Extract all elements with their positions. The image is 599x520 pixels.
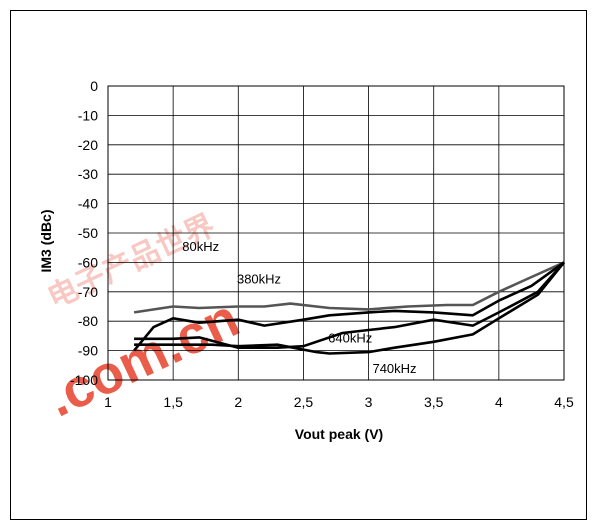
y-tick-label: -10 <box>78 107 98 123</box>
series-label-380khz: 380kHz <box>237 272 281 287</box>
y-tick-label: -50 <box>78 225 98 241</box>
x-tick-label: 3,5 <box>424 394 444 410</box>
y-tick-label: -20 <box>78 137 98 153</box>
x-tick-label: 1,5 <box>163 394 183 410</box>
series-line-640khz <box>134 261 565 350</box>
x-tick-label: 4 <box>495 394 503 410</box>
series-layer <box>133 261 566 355</box>
x-tick-labels: 1 1,5 2 2,5 3 3,5 4 4,5 <box>104 394 574 410</box>
series-labels: 80kHz 380kHz 640kHz 740kHz <box>182 239 416 376</box>
y-tick-label: -70 <box>78 284 98 300</box>
y-tick-label: -90 <box>78 343 98 359</box>
y-tick-label: -60 <box>78 254 98 270</box>
x-tick-label: 2 <box>234 394 242 410</box>
series-line-80khz <box>133 261 565 314</box>
series-label-740khz: 740kHz <box>372 361 416 376</box>
y-tick-label: -40 <box>78 196 98 212</box>
y-tick-label: -100 <box>70 372 98 388</box>
watermark-cjk: 电子产品世界 <box>42 208 220 316</box>
grid <box>107 85 565 381</box>
x-tick-label: 3 <box>365 394 373 410</box>
series-line-380khz <box>133 261 565 352</box>
x-tick-label: 4,5 <box>554 394 574 410</box>
y-tick-label: 0 <box>90 78 98 94</box>
x-tick-label: 1 <box>104 394 112 410</box>
y-tick-label: -30 <box>78 166 98 182</box>
x-axis-title: Vout peak (V) <box>295 426 383 442</box>
y-tick-labels: 0 -10 -20 -30 -40 -50 -60 -70 -80 -90 -100 <box>70 78 98 388</box>
series-label-80khz: 80kHz <box>182 239 219 254</box>
x-tick-label: 2,5 <box>294 394 314 410</box>
series-line-740khz <box>134 261 566 355</box>
figure-frame: 电子产品世界 .com.cn 0 -10 -20 -30 -40 -50 -60 -70 -80… <box>10 10 587 520</box>
series-label-640khz: 640kHz <box>328 330 372 345</box>
im3-chart: 电子产品世界 .com.cn 0-10-20-30-40-50-60-70-80… <box>38 78 574 442</box>
y-tick-label: -80 <box>78 313 98 329</box>
y-axis-title: IM3 (dBc) <box>38 210 54 273</box>
